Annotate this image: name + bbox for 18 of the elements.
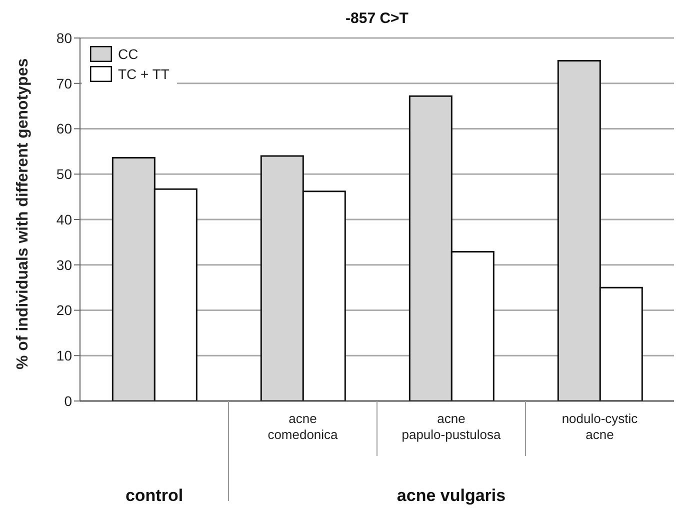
y-tick-label: 50 (56, 166, 72, 182)
y-tick-label: 10 (56, 348, 72, 364)
y-axis-title: % of individuals with different genotypes (14, 58, 32, 370)
y-tick-label: 70 (56, 75, 72, 92)
y-tick-label: 0 (64, 392, 72, 409)
y-tick-label: 60 (56, 120, 72, 137)
text: acne vulgaris (396, 486, 506, 505)
chart-title: -857 C>T (344, 10, 410, 27)
text: control (125, 486, 184, 505)
y-tick-label: 40 (56, 211, 72, 228)
y-tick-label: 20 (56, 302, 72, 318)
y-tick-label: 30 (56, 256, 72, 273)
legend-label: TC + TT (118, 66, 170, 82)
legend-label: CC (118, 46, 138, 62)
x-tick-label: acne comedonica (268, 411, 339, 442)
x-tick-label: acne papulo-pustulosa (402, 411, 502, 442)
x-tick-label: nodulo-cystic acne (562, 411, 638, 442)
y-tick-label: 80 (56, 30, 72, 46)
